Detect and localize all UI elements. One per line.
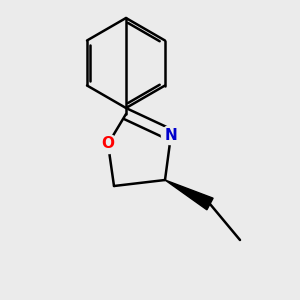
- Circle shape: [98, 134, 118, 154]
- Text: N: N: [165, 128, 177, 142]
- Circle shape: [161, 125, 181, 145]
- Polygon shape: [165, 180, 213, 210]
- Text: O: O: [101, 136, 115, 152]
